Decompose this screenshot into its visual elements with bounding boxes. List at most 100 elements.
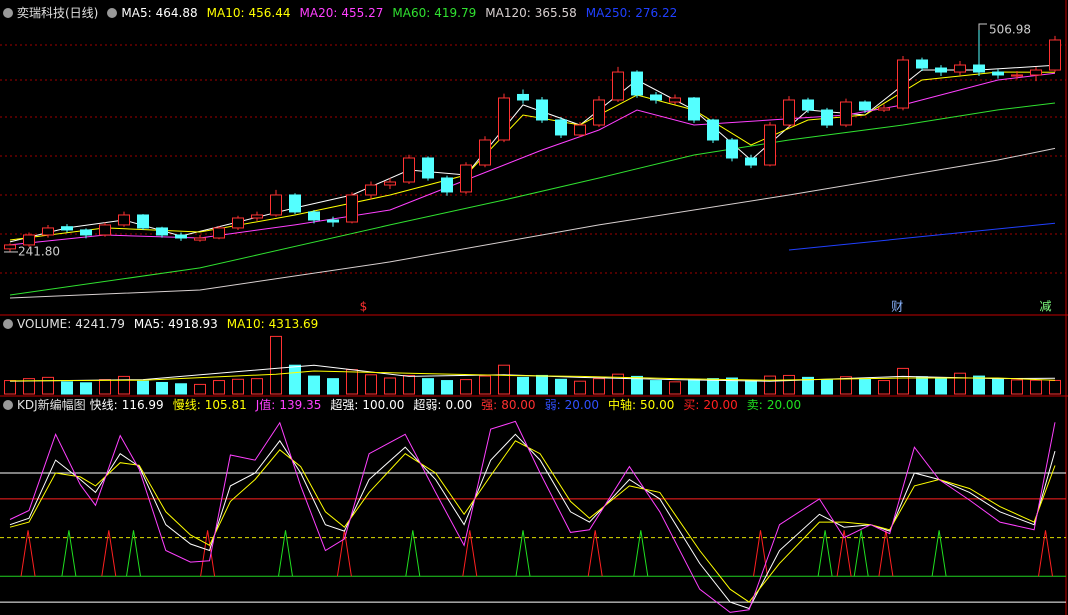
candle-body xyxy=(4,244,16,250)
level-value: 50.00 xyxy=(640,398,675,412)
volume-bar xyxy=(137,380,149,395)
volume-bar xyxy=(517,376,529,395)
candle-body xyxy=(612,71,624,101)
candle-body xyxy=(764,124,776,166)
legend-value: 4918.93 xyxy=(168,317,218,331)
volume-bar xyxy=(935,377,947,395)
signal-triangle xyxy=(817,530,833,577)
candle-body xyxy=(916,59,928,69)
menu-icon[interactable] xyxy=(3,319,13,329)
candle-body xyxy=(802,99,814,111)
candle-body xyxy=(479,139,491,166)
candle-body xyxy=(232,217,244,229)
signal-triangle xyxy=(462,530,478,577)
legend-name: MA5: xyxy=(133,317,165,331)
candle-body xyxy=(460,164,472,193)
candle-body xyxy=(1030,69,1042,76)
ma-line xyxy=(788,222,1056,251)
max-pointer xyxy=(978,23,987,31)
volume-bar xyxy=(954,372,966,395)
signal-triangle xyxy=(515,530,531,577)
candle-body xyxy=(897,59,909,109)
volume-bar xyxy=(973,375,985,395)
volume-bar xyxy=(707,378,719,395)
volume-bar xyxy=(897,367,909,395)
volume-bar xyxy=(555,378,567,395)
volume-bar xyxy=(156,381,168,395)
candle-body xyxy=(574,124,586,136)
level-value: 80.00 xyxy=(501,398,536,412)
volume-bar xyxy=(365,374,377,395)
legend-value: 4313.69 xyxy=(268,317,319,331)
signal-triangle xyxy=(836,530,852,577)
legend-value: 365.58 xyxy=(534,6,577,20)
candle-body xyxy=(42,227,54,236)
volume-bar xyxy=(840,376,852,395)
legend-value: 116.99 xyxy=(121,398,164,412)
legend-value: 456.44 xyxy=(248,6,291,20)
level-name: 弱: xyxy=(544,398,561,412)
candle-body xyxy=(992,71,1004,76)
level-name: 超弱: xyxy=(413,398,442,412)
candle-body xyxy=(631,71,643,96)
volume-bar xyxy=(175,383,187,395)
candle-body xyxy=(80,229,92,236)
legend-value: 105.81 xyxy=(204,398,247,412)
volume-bar xyxy=(270,335,282,395)
volume-bar xyxy=(669,381,681,395)
legend-value: 464.88 xyxy=(155,6,198,20)
signal-triangle xyxy=(101,530,117,577)
volume-bar xyxy=(42,376,54,395)
level-name: 中轴: xyxy=(607,398,637,412)
candle-body xyxy=(517,93,529,101)
volume-bar xyxy=(878,380,890,395)
candle-body xyxy=(745,157,757,166)
min-label: 241.80 xyxy=(18,244,60,258)
price-header: 奕瑞科技(日线) MA5: 464.88 MA10: 456.44 MA20: 455.27… xyxy=(3,6,686,20)
volume-bar xyxy=(783,374,795,395)
volume-bar xyxy=(99,379,111,395)
menu-icon[interactable] xyxy=(3,8,13,18)
candle-body xyxy=(327,219,339,223)
menu-icon[interactable] xyxy=(107,8,118,18)
candle-body xyxy=(688,97,700,121)
candle-body xyxy=(346,194,358,223)
candle-body xyxy=(270,194,282,216)
signal-triangle xyxy=(633,530,649,577)
candle-body xyxy=(707,119,719,141)
legend-name: J值: xyxy=(255,398,276,412)
candle-body xyxy=(555,119,567,136)
volume-bar xyxy=(327,378,339,395)
volume-bar xyxy=(650,380,662,395)
candle-body xyxy=(954,64,966,73)
candle-body xyxy=(175,234,187,239)
volume-title: VOLUME: xyxy=(17,317,72,331)
legend-name: 快线: xyxy=(89,398,118,412)
volume-bar xyxy=(23,378,35,395)
candle-body xyxy=(840,101,852,126)
candle-body xyxy=(194,237,206,241)
level-name: 强: xyxy=(481,398,498,412)
volume-bar xyxy=(194,383,206,395)
candle-body xyxy=(593,99,605,126)
signal-triangle xyxy=(126,530,141,577)
candle-body xyxy=(973,64,985,73)
kdj-line xyxy=(9,440,1056,603)
volume-bar xyxy=(289,364,301,395)
volume-bar xyxy=(80,382,92,395)
volume-bar xyxy=(992,378,1004,395)
volume-bar xyxy=(460,379,472,395)
legend-value: 419.79 xyxy=(434,6,477,20)
ma-line xyxy=(9,147,1056,299)
candle-body xyxy=(118,214,130,226)
volume-bar xyxy=(574,380,586,395)
level-name: 超强: xyxy=(330,398,359,412)
level-value: 100.00 xyxy=(362,398,405,412)
menu-icon[interactable] xyxy=(3,400,13,410)
candle-body xyxy=(1011,74,1023,77)
candle-body xyxy=(384,181,396,186)
candle-body xyxy=(498,97,510,141)
legend-name: MA5: xyxy=(121,6,152,20)
candle-body xyxy=(289,194,301,213)
